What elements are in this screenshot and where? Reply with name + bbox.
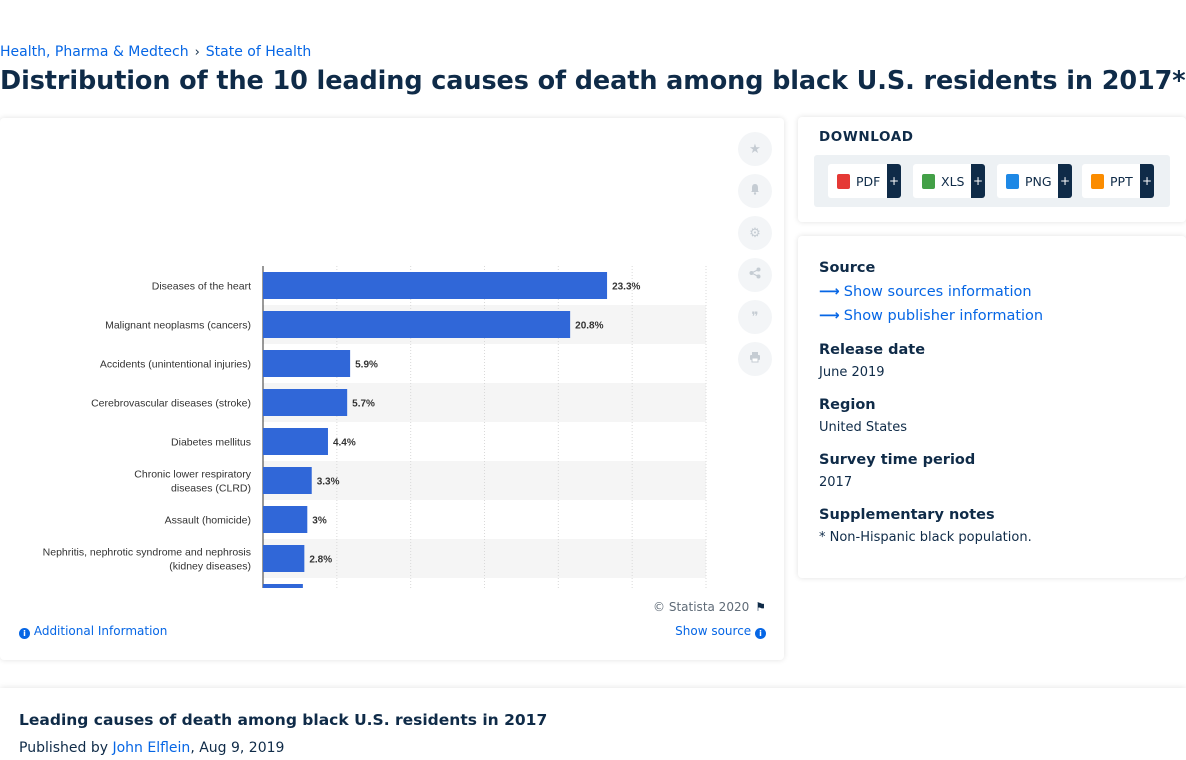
chart-toolbar: ★ ⚙ ❞	[738, 132, 772, 384]
category-label: Nephritis, nephrotic syndrome and nephro…	[43, 547, 251, 573]
print-button[interactable]	[738, 342, 772, 376]
cite-button[interactable]: ❞	[738, 300, 772, 334]
category-label: Accidents (unintentional injuries)	[100, 359, 251, 371]
info-icon: i	[755, 628, 766, 639]
category-label: Diseases of the heart	[152, 281, 251, 293]
breadcrumb-item-health[interactable]: Health, Pharma & Medtech	[0, 44, 189, 60]
bell-icon	[749, 183, 761, 199]
category-label: Chronic lower respiratory diseases (CLRD)	[134, 469, 251, 495]
data-label: 23.3%	[612, 282, 640, 293]
data-label: 4.4%	[333, 438, 356, 449]
region-heading: Region	[819, 397, 876, 413]
share-icon	[749, 267, 761, 283]
download-pdf-label: PDF	[856, 173, 881, 189]
download-xls-button[interactable]: XLS +	[913, 164, 985, 198]
settings-button[interactable]: ⚙	[738, 216, 772, 250]
bar	[263, 350, 351, 377]
ppt-file-icon	[1091, 173, 1104, 189]
breadcrumb: Health, Pharma & Medtech › State of Health	[0, 44, 311, 60]
xls-plus-button[interactable]: +	[971, 164, 985, 198]
star-icon: ★	[749, 141, 761, 157]
arrow-right-icon: ⟶	[819, 284, 840, 300]
region-value: United States	[819, 420, 908, 435]
copyright-text: © Statista 2020 ⚑	[653, 600, 766, 614]
supplementary-notes-heading: Supplementary notes	[819, 507, 995, 523]
additional-information-label: Additional Information	[33, 624, 168, 638]
category-label: Malignant neoplasms (cancers)	[105, 320, 251, 332]
show-publisher-link[interactable]: ⟶ Show publisher information	[819, 308, 1043, 324]
chart-card: 23.3% Diseases of the heart 20.8% Malignant…	[0, 118, 784, 660]
bar	[263, 506, 308, 533]
download-card: DOWNLOAD PDF + XLS + PNG + PPT +	[798, 117, 1186, 222]
data-label: 20.8%	[575, 321, 603, 332]
publication-byline: Published by John Elflein, Aug 9, 2019	[19, 740, 284, 756]
show-sources-label: Show sources information	[843, 284, 1032, 300]
survey-period-heading: Survey time period	[819, 452, 976, 468]
bar	[263, 272, 608, 299]
xls-file-icon	[922, 173, 935, 189]
download-title: DOWNLOAD	[819, 129, 914, 145]
data-label: 5.9%	[355, 360, 378, 371]
download-bar: PDF + XLS + PNG + PPT +	[814, 155, 1170, 207]
survey-period-value: 2017	[819, 475, 853, 490]
author-link[interactable]: John Elflein	[112, 740, 191, 756]
favorite-button[interactable]: ★	[738, 132, 772, 166]
data-label: 5.7%	[352, 399, 375, 410]
ppt-plus-button[interactable]: +	[1140, 164, 1154, 198]
show-source-link[interactable]: Show source i	[675, 624, 766, 639]
breadcrumb-separator: ›	[194, 45, 200, 60]
print-icon	[749, 351, 761, 367]
release-date-value: June 2019	[819, 365, 885, 380]
download-xls-label: XLS	[941, 173, 965, 189]
copyright-label: © Statista 2020	[653, 600, 750, 614]
pdf-plus-button[interactable]: +	[887, 164, 901, 198]
show-source-label: Show source	[675, 624, 752, 638]
download-png-button[interactable]: PNG +	[997, 164, 1072, 198]
publication-card: Leading causes of death among black U.S.…	[0, 688, 1186, 760]
show-publisher-label: Show publisher information	[843, 308, 1044, 324]
gear-icon: ⚙	[749, 225, 761, 241]
source-heading: Source	[819, 260, 876, 276]
arrow-right-icon: ⟶	[819, 308, 840, 324]
publication-title: Leading causes of death among black U.S.…	[19, 711, 548, 729]
additional-information-link[interactable]: i Additional Information	[19, 624, 167, 639]
share-button[interactable]	[738, 258, 772, 292]
publication-date: , Aug 9, 2019	[190, 740, 285, 756]
category-label: Cerebrovascular diseases (stroke)	[91, 398, 251, 410]
release-date-heading: Release date	[819, 342, 926, 358]
page-title: Distribution of the 10 leading causes of…	[0, 66, 1186, 96]
info-icon: i	[19, 628, 30, 639]
data-label: 2.8%	[309, 555, 332, 566]
bar	[263, 389, 348, 416]
download-ppt-button[interactable]: PPT +	[1082, 164, 1154, 198]
supplementary-notes-value: * Non-Hispanic black population.	[819, 530, 1032, 545]
bar	[263, 584, 303, 588]
meta-card: Source ⟶ Show sources information ⟶ Show p…	[798, 236, 1186, 578]
bar-chart: 23.3% Diseases of the heart 20.8% Malignant…	[43, 266, 707, 588]
download-pdf-button[interactable]: PDF +	[828, 164, 901, 198]
quote-icon: ❞	[751, 309, 759, 325]
data-label: 3.3%	[317, 477, 340, 488]
bar	[263, 467, 312, 494]
breadcrumb-item-state-of-health[interactable]: State of Health	[205, 44, 312, 60]
png-file-icon	[1006, 173, 1019, 189]
bar	[263, 311, 571, 338]
show-sources-link[interactable]: ⟶ Show sources information	[819, 284, 1032, 300]
bar	[263, 428, 328, 455]
download-png-label: PNG	[1025, 173, 1052, 189]
download-ppt-label: PPT	[1110, 173, 1133, 189]
published-by-label: Published by	[19, 740, 109, 756]
png-plus-button[interactable]: +	[1058, 164, 1072, 198]
flag-icon[interactable]: ⚑	[755, 600, 766, 614]
pdf-file-icon	[837, 173, 850, 189]
notification-button[interactable]	[738, 174, 772, 208]
data-label: 3%	[312, 516, 327, 527]
bar	[263, 545, 305, 572]
category-label: Diabetes mellitus	[171, 437, 251, 449]
category-label: Assault (homicide)	[165, 515, 251, 527]
